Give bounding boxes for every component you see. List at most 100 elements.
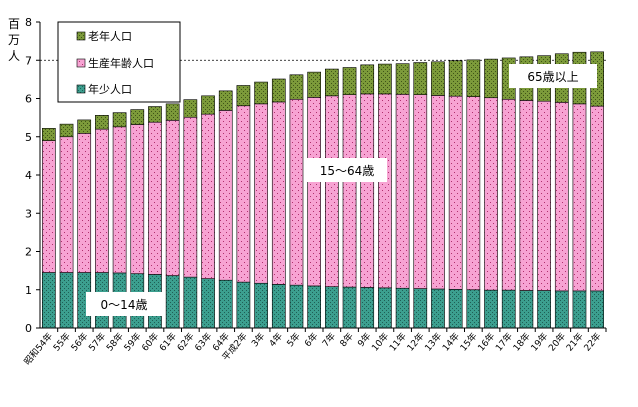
bar-working-6 xyxy=(148,121,162,275)
bar-young-26 xyxy=(501,289,516,329)
annotation-old-text: 65歳以上 xyxy=(527,70,578,84)
bar-old-3 xyxy=(95,115,109,130)
x-tick-label: 56年 xyxy=(68,330,90,353)
bar-old-6 xyxy=(148,106,162,123)
y-axis-label: 百万人 xyxy=(8,17,20,63)
bar-young-13 xyxy=(271,284,286,329)
bar-young-8 xyxy=(183,276,198,329)
annotation-working-text: 15～64歳 xyxy=(320,164,375,178)
bar-working-27 xyxy=(519,100,534,291)
y-tick-label: 1 xyxy=(25,284,32,297)
y-tick-label: 7 xyxy=(25,54,32,67)
legend-label-working: 生産年齢人口 xyxy=(88,56,154,70)
x-tick-label: 11年 xyxy=(387,330,409,353)
bar-old-7 xyxy=(165,103,180,121)
bar-old-20 xyxy=(395,63,410,95)
bar-old-24 xyxy=(466,59,481,97)
bar-young-29 xyxy=(554,290,569,329)
x-tick-label: 21年 xyxy=(563,330,585,353)
bar-old-0 xyxy=(41,128,56,141)
bar-working-31 xyxy=(590,105,604,292)
bar-young-22 xyxy=(431,288,445,329)
bar-working-20 xyxy=(395,93,410,289)
x-tick-label: 61年 xyxy=(157,330,179,353)
x-tick-label: 59年 xyxy=(121,330,143,353)
bar-working-2 xyxy=(77,133,92,273)
bar-old-18 xyxy=(360,64,375,95)
bar-young-11 xyxy=(236,281,251,329)
bar-working-0 xyxy=(41,140,56,273)
bar-working-22 xyxy=(431,95,445,290)
y-tick-label: 0 xyxy=(25,322,32,335)
bar-old-12 xyxy=(254,81,268,105)
x-tick-label: 17年 xyxy=(493,330,515,353)
legend-label-young: 年少人口 xyxy=(88,82,132,96)
x-tick-label: 58年 xyxy=(104,330,126,353)
bar-working-24 xyxy=(466,96,481,291)
bar-old-17 xyxy=(342,67,357,95)
bar-young-23 xyxy=(448,289,463,329)
x-tick-label: 10年 xyxy=(369,330,391,353)
bar-working-12 xyxy=(254,103,268,284)
x-tick-label: 22年 xyxy=(581,330,603,353)
y-tick-label: 8 xyxy=(25,16,32,29)
bar-working-9 xyxy=(201,113,215,279)
bar-working-7 xyxy=(165,120,180,276)
annotation-young-text: 0～14歳 xyxy=(101,298,148,312)
bar-working-1 xyxy=(59,136,74,273)
bar-working-10 xyxy=(218,110,233,281)
x-tick-label: 62年 xyxy=(174,330,196,353)
y-tick-label: 6 xyxy=(25,93,32,106)
bar-young-12 xyxy=(254,282,268,329)
bar-old-4 xyxy=(112,112,127,128)
x-tick-label: 60年 xyxy=(139,330,161,353)
bar-working-28 xyxy=(537,100,551,291)
bar-old-8 xyxy=(183,99,198,118)
y-axis-label-char: 人 xyxy=(8,49,20,63)
bar-working-5 xyxy=(130,124,145,274)
bar-young-21 xyxy=(413,288,428,329)
y-tick-label: 3 xyxy=(25,207,32,220)
annotation-working: 15～64歳 xyxy=(307,158,387,182)
x-tick-label: 63年 xyxy=(192,330,214,353)
bar-working-21 xyxy=(413,94,428,289)
x-tick-label: 20年 xyxy=(546,330,568,353)
y-axis-label-char: 万 xyxy=(8,33,20,47)
y-tick-label: 5 xyxy=(25,131,32,144)
bar-old-25 xyxy=(484,58,498,99)
x-tick-label: 3年 xyxy=(249,330,268,349)
bar-old-19 xyxy=(378,63,392,95)
bar-young-30 xyxy=(572,290,587,329)
bar-young-10 xyxy=(218,279,233,329)
legend: 老年人口 生産年齢人口 年少人口 xyxy=(57,21,181,103)
bar-working-3 xyxy=(95,128,109,273)
bar-old-14 xyxy=(289,74,304,100)
bar-old-22 xyxy=(431,61,445,96)
bar-old-10 xyxy=(218,90,233,111)
bar-working-17 xyxy=(342,94,357,288)
bar-working-16 xyxy=(324,95,339,287)
bar-working-11 xyxy=(236,105,251,283)
x-tick-label: 16年 xyxy=(475,330,497,353)
bar-working-23 xyxy=(448,95,463,290)
bar-old-13 xyxy=(271,78,286,103)
bar-young-0 xyxy=(41,272,56,329)
bar-old-9 xyxy=(201,95,215,115)
x-tick-label: 13年 xyxy=(422,330,444,353)
x-tick-label: 18年 xyxy=(510,330,532,353)
annotation-old: 65歳以上 xyxy=(509,64,597,88)
bar-young-15 xyxy=(307,285,321,329)
bar-old-5 xyxy=(130,109,145,125)
bar-working-8 xyxy=(183,116,198,278)
legend-label-old: 老年人口 xyxy=(88,29,132,43)
bar-young-7 xyxy=(165,275,180,329)
bar-working-4 xyxy=(112,126,127,274)
bar-old-2 xyxy=(77,119,92,134)
x-tick-label: 19年 xyxy=(528,330,550,353)
bar-young-19 xyxy=(378,287,392,329)
bar-old-21 xyxy=(413,62,428,95)
bar-old-15 xyxy=(307,71,321,98)
y-tick-label: 2 xyxy=(25,246,32,259)
